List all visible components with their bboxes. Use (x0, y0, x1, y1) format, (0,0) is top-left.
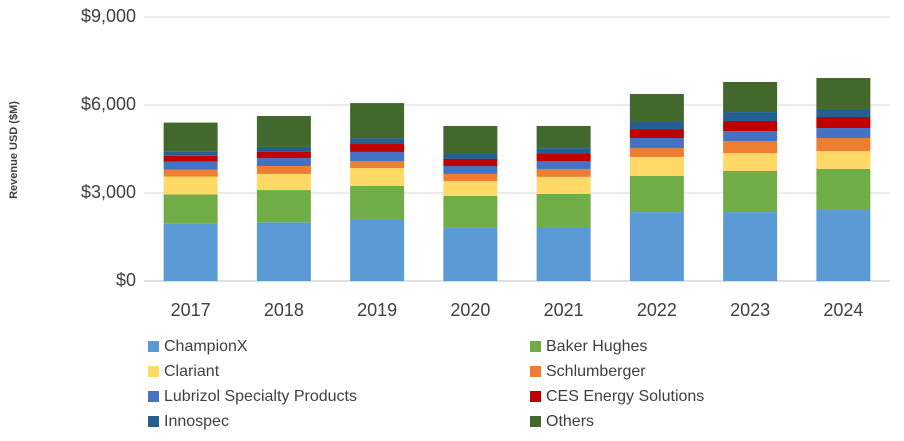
legend-swatch (148, 416, 159, 427)
legend-swatch (148, 391, 159, 402)
bar-segment (536, 227, 591, 281)
bar-segment (629, 122, 684, 130)
bar-segment (163, 151, 218, 156)
bar-segment (536, 176, 591, 194)
bar-segment (723, 81, 778, 113)
bar-segment (443, 227, 498, 281)
bar-segment (163, 155, 218, 162)
x-tick-label: 2019 (357, 300, 397, 320)
legend-swatch (530, 416, 541, 427)
legend-swatch (148, 366, 159, 377)
bar-segment (723, 120, 778, 132)
bar-segment (536, 193, 591, 228)
bar-segment (256, 190, 311, 223)
bar-segment (443, 158, 498, 167)
bar-segment (629, 156, 684, 176)
bar-segment (256, 173, 311, 191)
bar-segment (350, 138, 405, 145)
y-tick-label: $3,000 (81, 182, 136, 202)
legend-label: Innospec (164, 413, 229, 430)
bar-segment (443, 166, 498, 174)
y-tick-label: $9,000 (81, 6, 136, 26)
bar-segment (816, 210, 871, 281)
bar-segment (163, 169, 218, 177)
bar-segment (163, 223, 218, 281)
bar-segment (629, 94, 684, 123)
bar-segment (443, 180, 498, 196)
bar-segment (629, 129, 684, 138)
bar-segment (816, 108, 871, 118)
bar-segment (443, 173, 498, 181)
legend-label: Others (546, 413, 594, 430)
x-tick-label: 2018 (264, 300, 304, 320)
bar-segment (816, 138, 871, 152)
bar-segment (256, 222, 311, 281)
bar-segment (350, 144, 405, 152)
bar-segment (256, 151, 311, 159)
bar-segment (816, 168, 871, 211)
bar-segment (816, 117, 871, 129)
bar-segment (443, 153, 498, 159)
bar-segment (163, 161, 218, 170)
bar-segment (443, 195, 498, 228)
bar-segment (256, 166, 311, 174)
x-tick-label: 2023 (730, 300, 770, 320)
bar-segment (536, 125, 591, 149)
bar-segment (629, 148, 684, 157)
bar-segment (350, 151, 405, 162)
legend-swatch (530, 366, 541, 377)
bar-segment (536, 148, 591, 154)
y-tick-label: $6,000 (81, 94, 136, 114)
bar-segment (350, 168, 405, 186)
bar-segment (256, 146, 311, 152)
bar-segment (163, 122, 218, 152)
legend-swatch (530, 341, 541, 352)
bar-segment (350, 161, 405, 169)
legend-swatch (148, 341, 159, 352)
bar-segment (536, 161, 591, 169)
bar-segment (256, 116, 311, 147)
legend-label: Clariant (164, 363, 220, 380)
x-tick-label: 2024 (823, 300, 863, 320)
legend-swatch (530, 391, 541, 402)
bar-segment (816, 151, 871, 169)
bar-segment (723, 131, 778, 142)
bar-segment (723, 171, 778, 213)
bar-segment (443, 125, 498, 154)
y-tick-label: $0 (116, 270, 136, 290)
x-tick-label: 2022 (637, 300, 677, 320)
bar-segment (816, 78, 871, 109)
legend-label: Schlumberger (546, 363, 646, 380)
bar-segment (350, 103, 405, 139)
bar-segment (723, 141, 778, 154)
bar-segment (536, 168, 591, 177)
bar-segment (723, 212, 778, 281)
x-tick-label: 2021 (544, 300, 584, 320)
bar-segment (816, 128, 871, 138)
bar-segment (350, 219, 405, 281)
bar-segment (629, 175, 684, 213)
bar-segment (256, 158, 311, 167)
legend-label: CES Energy Solutions (546, 388, 704, 405)
bar-segment (629, 212, 684, 281)
bar-segment (723, 153, 778, 171)
x-tick-label: 2017 (171, 300, 211, 320)
bar-segment (350, 185, 405, 220)
bar-segment (629, 138, 684, 149)
x-tick-label: 2020 (450, 300, 490, 320)
bar-segment (536, 153, 591, 162)
y-axis-label: Revenue USD ($M) (8, 101, 20, 199)
bar-segment (163, 194, 218, 224)
legend-label: Baker Hughes (546, 338, 647, 355)
bar-segment (723, 112, 778, 121)
legend-label: Lubrizol Specialty Products (164, 388, 357, 405)
bar-segment (163, 176, 218, 195)
legend-label: ChampionX (164, 338, 248, 355)
